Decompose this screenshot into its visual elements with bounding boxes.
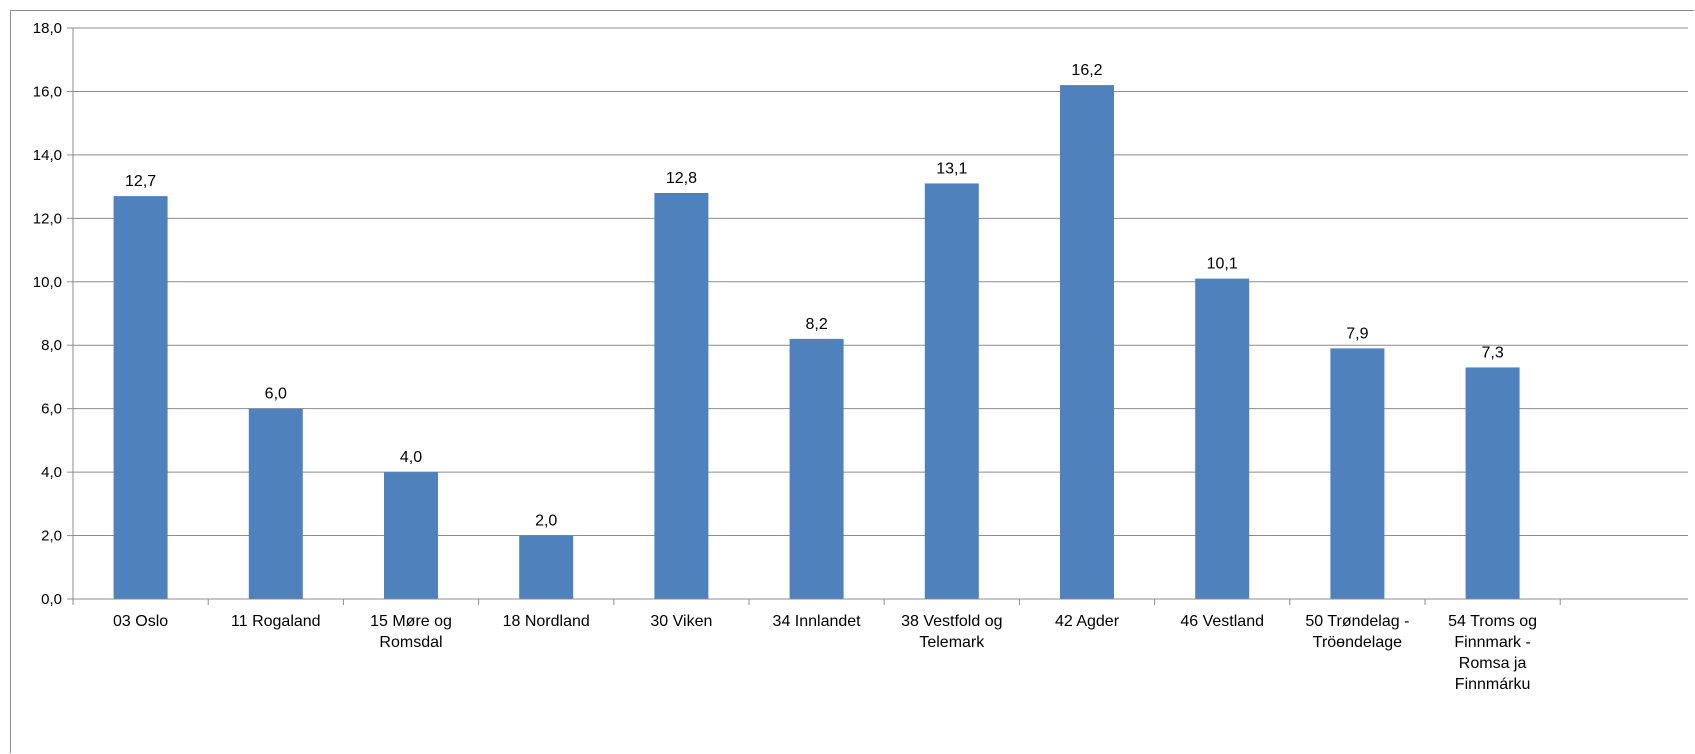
x-tick-label-line: Finnmárku bbox=[1455, 676, 1531, 693]
x-tick-label-line: 42 Agder bbox=[1055, 613, 1120, 630]
bar bbox=[789, 338, 844, 599]
data-label: 7,9 bbox=[1346, 325, 1368, 342]
data-label: 6,0 bbox=[265, 386, 287, 403]
data-label: 10,1 bbox=[1207, 256, 1238, 273]
x-tick-label-line: 18 Nordland bbox=[503, 613, 590, 630]
bar bbox=[1465, 367, 1520, 599]
data-label: 2,0 bbox=[535, 513, 557, 530]
x-tick-label-line: 38 Vestfold og bbox=[901, 613, 1002, 630]
y-tick-label: 18,0 bbox=[33, 20, 62, 37]
x-tick-label: 34 Innlandet bbox=[773, 613, 862, 630]
data-label: 13,1 bbox=[936, 160, 967, 177]
data-label: 4,0 bbox=[400, 449, 422, 466]
x-tick-label-line: 15 Møre og bbox=[370, 613, 452, 630]
x-tick-label: 54 Troms og Finnmark - Romsa ja Finnmárku bbox=[1448, 613, 1537, 693]
chart-frame bbox=[10, 10, 1694, 753]
x-tick-label: 42 Agder bbox=[1055, 613, 1120, 630]
y-tick-label: 4,0 bbox=[41, 464, 62, 481]
bar bbox=[1330, 348, 1385, 599]
data-label: 12,8 bbox=[666, 170, 697, 187]
x-tick-label-line: 30 Viken bbox=[650, 613, 712, 630]
bar bbox=[924, 183, 979, 599]
data-label: 8,2 bbox=[805, 316, 827, 333]
x-tick-label-line: 34 Innlandet bbox=[773, 613, 862, 630]
bar bbox=[384, 472, 438, 599]
x-tick-label-line: 03 Oslo bbox=[113, 613, 168, 630]
x-tick-label-line: Telemark bbox=[919, 634, 985, 651]
y-tick-label: 0,0 bbox=[41, 591, 62, 608]
y-tick-label: 14,0 bbox=[33, 147, 62, 164]
x-tick-label: 46 Vestland bbox=[1180, 613, 1264, 630]
bar bbox=[113, 196, 168, 599]
x-tick-label-line: Tröөndelage bbox=[1313, 634, 1402, 651]
y-tick-label: 8,0 bbox=[41, 337, 62, 354]
bar bbox=[1060, 85, 1114, 600]
x-tick-label-line: Romsdal bbox=[379, 634, 442, 651]
x-tick-label-line: Finnmark - bbox=[1454, 634, 1530, 651]
x-tick-label: 15 Møre og Romsdal bbox=[370, 613, 452, 651]
x-tick-label: 03 Oslo bbox=[113, 613, 168, 630]
y-tick-label: 10,0 bbox=[33, 274, 62, 291]
bar bbox=[654, 192, 709, 599]
y-tick-label: 6,0 bbox=[41, 401, 62, 418]
data-label: 16,2 bbox=[1071, 62, 1102, 79]
y-tick-label: 12,0 bbox=[33, 210, 62, 227]
bar bbox=[1195, 278, 1250, 599]
x-tick-label: 50 Trøndelag - Tröөndelage bbox=[1305, 613, 1409, 651]
y-tick-label: 2,0 bbox=[41, 528, 62, 545]
x-tick-label-line: 46 Vestland bbox=[1180, 613, 1264, 630]
x-tick-label-line: 11 Rogaland bbox=[231, 613, 321, 630]
x-tick-label: 38 Vestfold og Telemark bbox=[901, 613, 1002, 651]
data-label: 7,3 bbox=[1481, 344, 1503, 361]
x-tick-label-line: 54 Troms og bbox=[1448, 613, 1537, 630]
data-label: 12,7 bbox=[125, 173, 156, 190]
x-tick-label: 11 Rogaland bbox=[231, 613, 321, 630]
x-tick-label: 18 Nordland bbox=[503, 613, 590, 630]
x-tick-label-line: 50 Trøndelag - bbox=[1305, 613, 1409, 630]
x-tick-label: 30 Viken bbox=[650, 613, 712, 630]
x-tick-label-line: Romsa ja bbox=[1459, 655, 1527, 672]
bar bbox=[248, 408, 303, 599]
bar bbox=[519, 535, 574, 599]
y-tick-label: 16,0 bbox=[33, 83, 62, 100]
